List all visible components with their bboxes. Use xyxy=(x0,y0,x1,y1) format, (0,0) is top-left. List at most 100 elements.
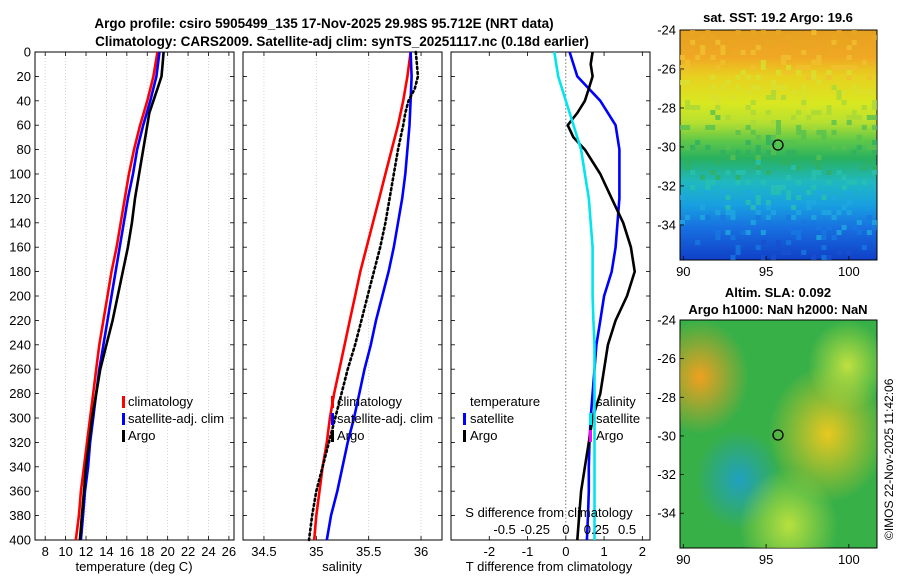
sst-pixel xyxy=(695,240,701,245)
sst-pixel xyxy=(755,245,761,250)
x-tick-label: 2 xyxy=(639,544,646,559)
sst-pixel xyxy=(775,30,781,35)
sst-pixel xyxy=(826,180,832,185)
lat-tick-label: -24 xyxy=(657,313,676,328)
sst-pixel xyxy=(770,40,776,45)
depth-tick-label: 220 xyxy=(9,313,31,328)
lon-tick-label: 90 xyxy=(676,552,690,567)
sla-map-title-line1: Altim. SLA: 0.092 xyxy=(725,285,831,300)
sst-pixel xyxy=(781,85,787,90)
sst-pixel xyxy=(685,105,691,110)
sst-pixel xyxy=(851,180,857,185)
sst-pixel xyxy=(715,65,721,70)
sst-pixel xyxy=(816,160,822,165)
sst-pixel xyxy=(816,55,822,60)
legend-satellite-swatch xyxy=(331,413,334,425)
sst-pixel xyxy=(851,85,857,90)
sst-pixel xyxy=(781,140,787,145)
sst-pixel xyxy=(826,170,832,175)
series-argo xyxy=(307,50,420,542)
sst-pixel xyxy=(760,60,766,65)
sst-pixel xyxy=(750,120,756,125)
sst-pixel xyxy=(801,65,807,70)
sst-pixel xyxy=(796,210,802,215)
legend-s-argo: Argo xyxy=(596,428,623,443)
legend-argo-swatch xyxy=(122,430,125,442)
sst-pixel xyxy=(851,110,857,115)
x-tick-label: 35 xyxy=(309,544,323,559)
sst-pixel xyxy=(861,180,867,185)
sst-pixel xyxy=(725,210,731,215)
sst-pixel xyxy=(680,55,686,60)
sst-pixel xyxy=(836,40,842,45)
sst-pixel xyxy=(781,95,787,100)
sst-pixel xyxy=(836,65,842,70)
sst-pixel xyxy=(720,60,726,65)
x-tick-label: 8 xyxy=(42,544,49,559)
lat-tick-label: -34 xyxy=(657,217,676,232)
sst-pixel xyxy=(740,230,746,235)
sst-pixel xyxy=(866,145,872,150)
sst-pixel xyxy=(796,125,802,130)
sst-pixel xyxy=(821,195,827,200)
sst-pixel xyxy=(775,125,781,130)
sst-pixel xyxy=(866,215,872,220)
sst-map-title: sat. SST: 19.2 Argo: 19.6 xyxy=(703,10,853,25)
sst-pixel xyxy=(796,70,802,75)
series-salinity-satellite xyxy=(553,51,596,540)
difference-legend-temperature: temperature satellite Argo xyxy=(463,394,540,443)
sst-pixel xyxy=(806,75,812,80)
sst-pixel xyxy=(846,75,852,80)
sst-pixel xyxy=(846,45,852,50)
sst-pixel xyxy=(740,50,746,55)
sst-pixel xyxy=(730,155,736,160)
x-tick-label: 35.5 xyxy=(356,544,381,559)
sst-pixel xyxy=(725,80,731,85)
legend-argo: Argo xyxy=(128,428,155,443)
sst-pixel xyxy=(770,255,776,260)
sst-pixel xyxy=(791,165,797,170)
sst-pixel xyxy=(735,245,741,250)
legend-s-satellite-swatch xyxy=(589,413,592,425)
sst-pixel xyxy=(826,210,832,215)
sst-pixel xyxy=(715,230,721,235)
sst-pixel xyxy=(831,195,837,200)
x-tick-label: 16 xyxy=(120,544,134,559)
sst-pixel xyxy=(765,205,771,210)
sst-pixel xyxy=(816,170,822,175)
sst-pixel xyxy=(705,215,711,220)
sst-pixel xyxy=(846,65,852,70)
sst-pixel xyxy=(811,70,817,75)
sst-pixel xyxy=(765,140,771,145)
depth-tick-label: 60 xyxy=(17,118,31,133)
sst-pixel xyxy=(755,215,761,220)
sst-pixel xyxy=(811,170,817,175)
sst-pixel xyxy=(831,65,837,70)
sst-pixel xyxy=(710,125,716,130)
legend-t-satellite: satellite xyxy=(470,411,514,426)
lat-tick-label: -24 xyxy=(657,23,676,38)
sst-pixel xyxy=(735,125,741,130)
sst-pixel xyxy=(770,210,776,215)
legend-climatology: climatology xyxy=(337,394,403,409)
sst-pixel xyxy=(685,100,691,105)
sst-pixel xyxy=(695,105,701,110)
sst-pixel xyxy=(796,235,802,240)
x-tick-label: 18 xyxy=(140,544,154,559)
sst-pixel xyxy=(685,165,691,170)
sst-pixel xyxy=(715,105,721,110)
sst-pixel xyxy=(846,200,852,205)
sst-pixel xyxy=(846,120,852,125)
sst-pixel xyxy=(765,220,771,225)
sst-pixel xyxy=(826,255,832,260)
s-difference-xlabel: S difference from climatology xyxy=(465,505,633,520)
sst-pixel xyxy=(770,95,776,100)
sst-pixel xyxy=(831,130,837,135)
sst-pixel xyxy=(725,230,731,235)
lat-tick-label: -26 xyxy=(657,61,676,76)
sst-pixel xyxy=(680,195,686,200)
x-tick-label: 0 xyxy=(562,544,569,559)
sst-pixel xyxy=(806,65,812,70)
sst-pixel xyxy=(786,150,792,155)
sst-pixel xyxy=(735,170,741,175)
